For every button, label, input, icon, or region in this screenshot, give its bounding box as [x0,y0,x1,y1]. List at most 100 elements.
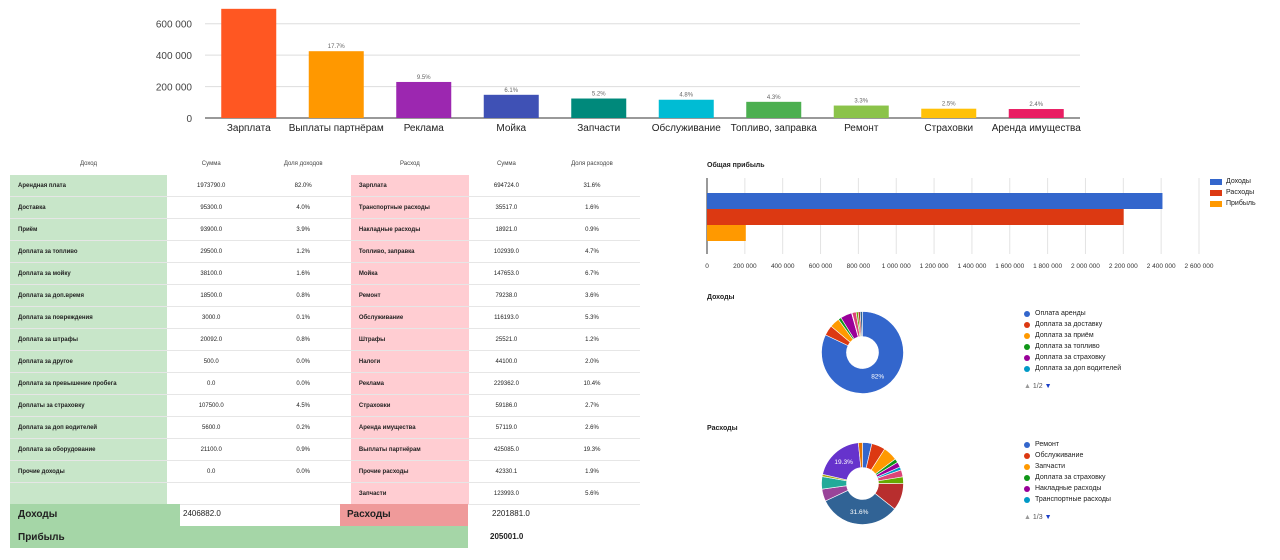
legend-item[interactable]: Транспортные расходы [1024,494,1111,505]
bar[interactable] [746,101,802,118]
income-sum-cell: 500.0 [166,350,256,373]
table-row: Запчасти 123993.0 5.6% [10,482,640,505]
income-share-cell: 1.6% [255,262,351,285]
table-row: Доплата за оборудование 21100.0 0.9% Выплат… [10,438,640,461]
income-share-cell: 0.1% [255,306,351,329]
legend-item[interactable]: Доплата за страховку [1024,472,1111,483]
bar[interactable] [396,81,452,118]
x-tick-label: Мойка [496,123,526,134]
expense-legend-pager[interactable]: ▲ 1/3 ▼ [1024,514,1052,521]
page-down-icon[interactable]: ▼ [1044,383,1052,390]
table-row: Доплата за доп.время 18500.0 0.8% Ремонт 792… [10,284,640,307]
income-share-cell: 0.0% [255,372,351,395]
x-tick-label: 0 [705,263,709,270]
expense-share-header: Доля расходов [571,161,613,167]
income-name-cell: Доставка [10,196,167,219]
bar-data-label: 2.5% [942,102,956,108]
y-tick-label: 600 000 [156,20,193,31]
bar[interactable] [571,98,627,118]
legend-item[interactable]: Доплата за страховку [1024,352,1121,363]
x-tick-label: 400 000 [771,263,795,270]
bar[interactable] [1008,109,1064,118]
legend-label: Ремонт [1035,441,1060,448]
legend-dot [1024,365,1030,372]
bar[interactable] [483,94,539,118]
legend-label: Доплата за страховку [1035,474,1106,481]
table-row: Доплата за мойку 38100.0 1.6% Мойка 147653.0… [10,262,640,285]
table-row: Доплата за превышение пробега 0.0 0.0% Рекл… [10,372,640,395]
legend-item[interactable]: Оплата аренды [1024,308,1121,319]
x-tick-label: 1 600 000 [995,263,1024,270]
income-name-cell: Доплата за топливо [10,240,167,263]
income-share-cell: 4.0% [255,196,351,219]
expense-sum-cell: 35517.0 [468,196,544,219]
page-up-icon[interactable]: ▲ [1024,514,1031,521]
x-tick-label: Топливо, заправка [731,123,818,134]
legend-label: Транспортные расходы [1035,496,1111,503]
x-tick-label: Зарплата [227,123,271,134]
slice-label: 31.6% [850,509,869,516]
profit-total-label: Прибыль [18,532,65,543]
income-sum-cell: 38100.0 [166,262,256,285]
expense-sum-cell: 123993.0 [468,482,544,505]
income-sum-cell: 21100.0 [166,438,256,461]
legend-item[interactable]: Ремонт [1024,439,1111,450]
legend-item[interactable]: Доплата за топливо [1024,341,1121,352]
legend-item[interactable]: Доплата за доставку [1024,319,1121,330]
legend-label: Обслуживание [1035,452,1084,459]
income-name-cell: Доплата за оборудование [10,438,167,461]
legend-item[interactable]: Доплата за доп водителей [1024,363,1121,374]
bar[interactable] [707,193,1163,209]
income-share-cell: 4.5% [255,394,351,417]
income-share-cell: 82.0% [255,175,351,197]
bar[interactable] [707,209,1124,225]
income-sum-cell: 107500.0 [166,394,256,417]
page-up-icon[interactable]: ▲ [1024,383,1031,390]
expense-share-cell: 2.0% [543,350,640,373]
legend-item[interactable]: Запчасти [1024,461,1111,472]
income-sum-cell: 93900.0 [166,218,256,241]
page-down-icon[interactable]: ▼ [1044,514,1052,521]
income-total-label: Доходы [18,509,58,520]
legend-item[interactable]: Накладные расходы [1024,483,1111,494]
income-total-value: 2406882.0 [183,509,221,518]
bar[interactable] [833,105,889,118]
legend-dot [1024,310,1030,317]
legend-label: Доходы [1226,178,1251,185]
legend-item[interactable]: Доплата за приём [1024,330,1121,341]
bar[interactable] [707,225,746,241]
expense-sum-cell: 147653.0 [468,262,544,285]
expense-sum-header: Сумма [496,161,516,167]
expense-name-cell: Мойка [350,262,469,285]
legend-dot [1024,332,1030,339]
legend-dot [1024,474,1030,481]
pie-slice[interactable] [859,311,863,337]
legend-dot [1024,343,1030,350]
slice-label: 19.3% [834,459,853,466]
bar[interactable] [308,51,364,118]
income-name-cell: Доплата за доп водителей [10,416,167,439]
legend-label: Запчасти [1035,463,1066,470]
legend-item[interactable]: Доходы [1210,176,1256,187]
income-share-cell: 0.0% [255,350,351,373]
legend-item[interactable]: Расходы [1210,187,1256,198]
bar[interactable] [921,108,977,118]
expense-share-cell: 3.6% [543,284,640,307]
y-tick-label: 200 000 [156,83,193,94]
legend-item[interactable]: Обслуживание [1024,450,1111,461]
bar[interactable] [658,99,714,118]
table-row: Доплата за другое 500.0 0.0% Налоги 44100.0 2… [10,350,640,373]
pie-slice[interactable] [825,489,896,525]
income-sum-header: Сумма [201,161,221,167]
bar[interactable] [221,8,277,118]
table-row: Доплаты за страховку 107500.0 4.5% Страховк… [10,394,640,417]
pie-slice[interactable] [857,442,863,468]
pie-slice[interactable] [821,311,904,394]
legend-dot [1024,496,1030,503]
legend-item[interactable]: Прибыль [1210,198,1256,209]
expense-name-cell: Топливо, заправка [350,240,469,263]
income-name-cell: Прочие доходы [10,460,167,483]
income-sum-cell: 29500.0 [166,240,256,263]
income-name-cell: Приём [10,218,167,241]
income-legend-pager[interactable]: ▲ 1/2 ▼ [1024,383,1052,390]
